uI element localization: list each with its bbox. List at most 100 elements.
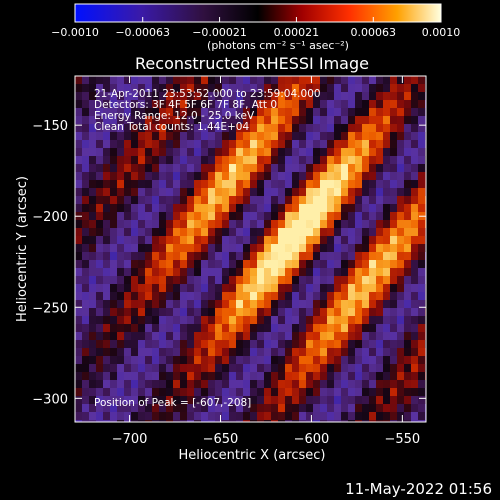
heatmap-cell	[89, 372, 97, 381]
heatmap-cell	[166, 76, 174, 85]
heatmap-cell	[292, 156, 300, 165]
heatmap-cell	[131, 244, 139, 253]
heatmap-cell	[222, 252, 230, 261]
heatmap-cell	[180, 372, 188, 381]
heatmap-cell	[208, 268, 216, 277]
heatmap-cell	[264, 372, 272, 381]
heatmap-cell	[166, 124, 174, 133]
heatmap-cell	[306, 388, 314, 397]
heatmap-cell	[327, 260, 335, 269]
heatmap-cell	[82, 92, 90, 101]
heatmap-cell	[194, 396, 202, 405]
heatmap-cell	[243, 268, 251, 277]
heatmap-cell	[229, 356, 237, 365]
heatmap-cell	[229, 340, 237, 349]
heatmap-cell	[376, 148, 384, 157]
heatmap-cell	[173, 284, 181, 293]
heatmap-cell	[236, 84, 244, 93]
heatmap-cell	[383, 164, 391, 173]
heatmap-cell	[278, 228, 286, 237]
heatmap-cell	[138, 76, 146, 85]
heatmap-cell	[306, 412, 314, 421]
heatmap-cell	[89, 148, 97, 157]
heatmap-cell	[75, 204, 83, 213]
heatmap-cell	[341, 276, 349, 285]
heatmap-cell	[103, 124, 111, 133]
heatmap-cell	[229, 412, 237, 421]
heatmap-cell	[334, 236, 342, 245]
heatmap-cell	[110, 228, 118, 237]
heatmap-cell	[152, 300, 160, 309]
heatmap-cell	[82, 324, 90, 333]
heatmap-cell	[369, 108, 377, 117]
heatmap-cell	[264, 140, 272, 149]
heatmap-cell	[117, 124, 125, 133]
heatmap-cell	[236, 132, 244, 141]
heatmap-cell	[355, 244, 363, 253]
heatmap-cell	[348, 300, 356, 309]
heatmap-cell	[397, 276, 405, 285]
heatmap-cell	[397, 188, 405, 197]
heatmap-cell	[75, 196, 83, 205]
heatmap-cell	[397, 132, 405, 141]
heatmap-cell	[145, 404, 153, 413]
heatmap-cell	[285, 220, 293, 229]
heatmap-cell	[383, 276, 391, 285]
heatmap-cell	[187, 292, 195, 301]
heatmap-cell	[166, 388, 174, 397]
heatmap-cell	[390, 228, 398, 237]
heatmap-cell	[152, 76, 160, 85]
heatmap-cell	[243, 92, 251, 101]
heatmap-cell	[334, 180, 342, 189]
heatmap-cell	[215, 108, 223, 117]
heatmap-cell	[166, 356, 174, 365]
heatmap-cell	[152, 132, 160, 141]
heatmap-cell	[187, 404, 195, 413]
heatmap-cell	[299, 300, 307, 309]
heatmap-cell	[285, 340, 293, 349]
heatmap-cell	[159, 156, 167, 165]
heatmap-cell	[180, 308, 188, 317]
heatmap-cell	[348, 252, 356, 261]
heatmap-cell	[355, 356, 363, 365]
heatmap-cell	[131, 180, 139, 189]
heatmap-cell	[348, 148, 356, 157]
heatmap-cell	[173, 116, 181, 125]
heatmap-cell	[313, 300, 321, 309]
heatmap-cell	[145, 364, 153, 373]
heatmap-cell	[355, 364, 363, 373]
heatmap-cell	[124, 420, 132, 422]
heatmap-cell	[222, 420, 230, 422]
heatmap-cell	[320, 244, 328, 253]
heatmap-cell	[397, 212, 405, 221]
heatmap-cell	[194, 180, 202, 189]
heatmap-cell	[131, 356, 139, 365]
heatmap-cell	[152, 108, 160, 117]
heatmap-cell	[306, 268, 314, 277]
heatmap-cell	[334, 356, 342, 365]
heatmap-cell	[110, 212, 118, 221]
heatmap-cell	[250, 124, 258, 133]
heatmap-cell	[404, 348, 412, 357]
heatmap-cell	[369, 340, 377, 349]
heatmap-cell	[75, 172, 83, 181]
heatmap-cell	[390, 164, 398, 173]
heatmap-cell	[173, 188, 181, 197]
heatmap-cell	[292, 396, 300, 405]
heatmap-cell	[173, 148, 181, 157]
heatmap-cell	[327, 236, 335, 245]
heatmap-cell	[376, 108, 384, 117]
heatmap-cell	[369, 260, 377, 269]
heatmap-cell	[229, 196, 237, 205]
heatmap-cell	[180, 404, 188, 413]
heatmap-cell	[257, 196, 265, 205]
heatmap-cell	[285, 164, 293, 173]
heatmap-cell	[278, 396, 286, 405]
heatmap-cell	[404, 228, 412, 237]
heatmap-cell	[131, 92, 139, 101]
heatmap-cell	[362, 348, 370, 357]
heatmap-cell	[236, 164, 244, 173]
heatmap-cell	[117, 244, 125, 253]
heatmap-cell	[257, 172, 265, 181]
heatmap-cell	[222, 300, 230, 309]
